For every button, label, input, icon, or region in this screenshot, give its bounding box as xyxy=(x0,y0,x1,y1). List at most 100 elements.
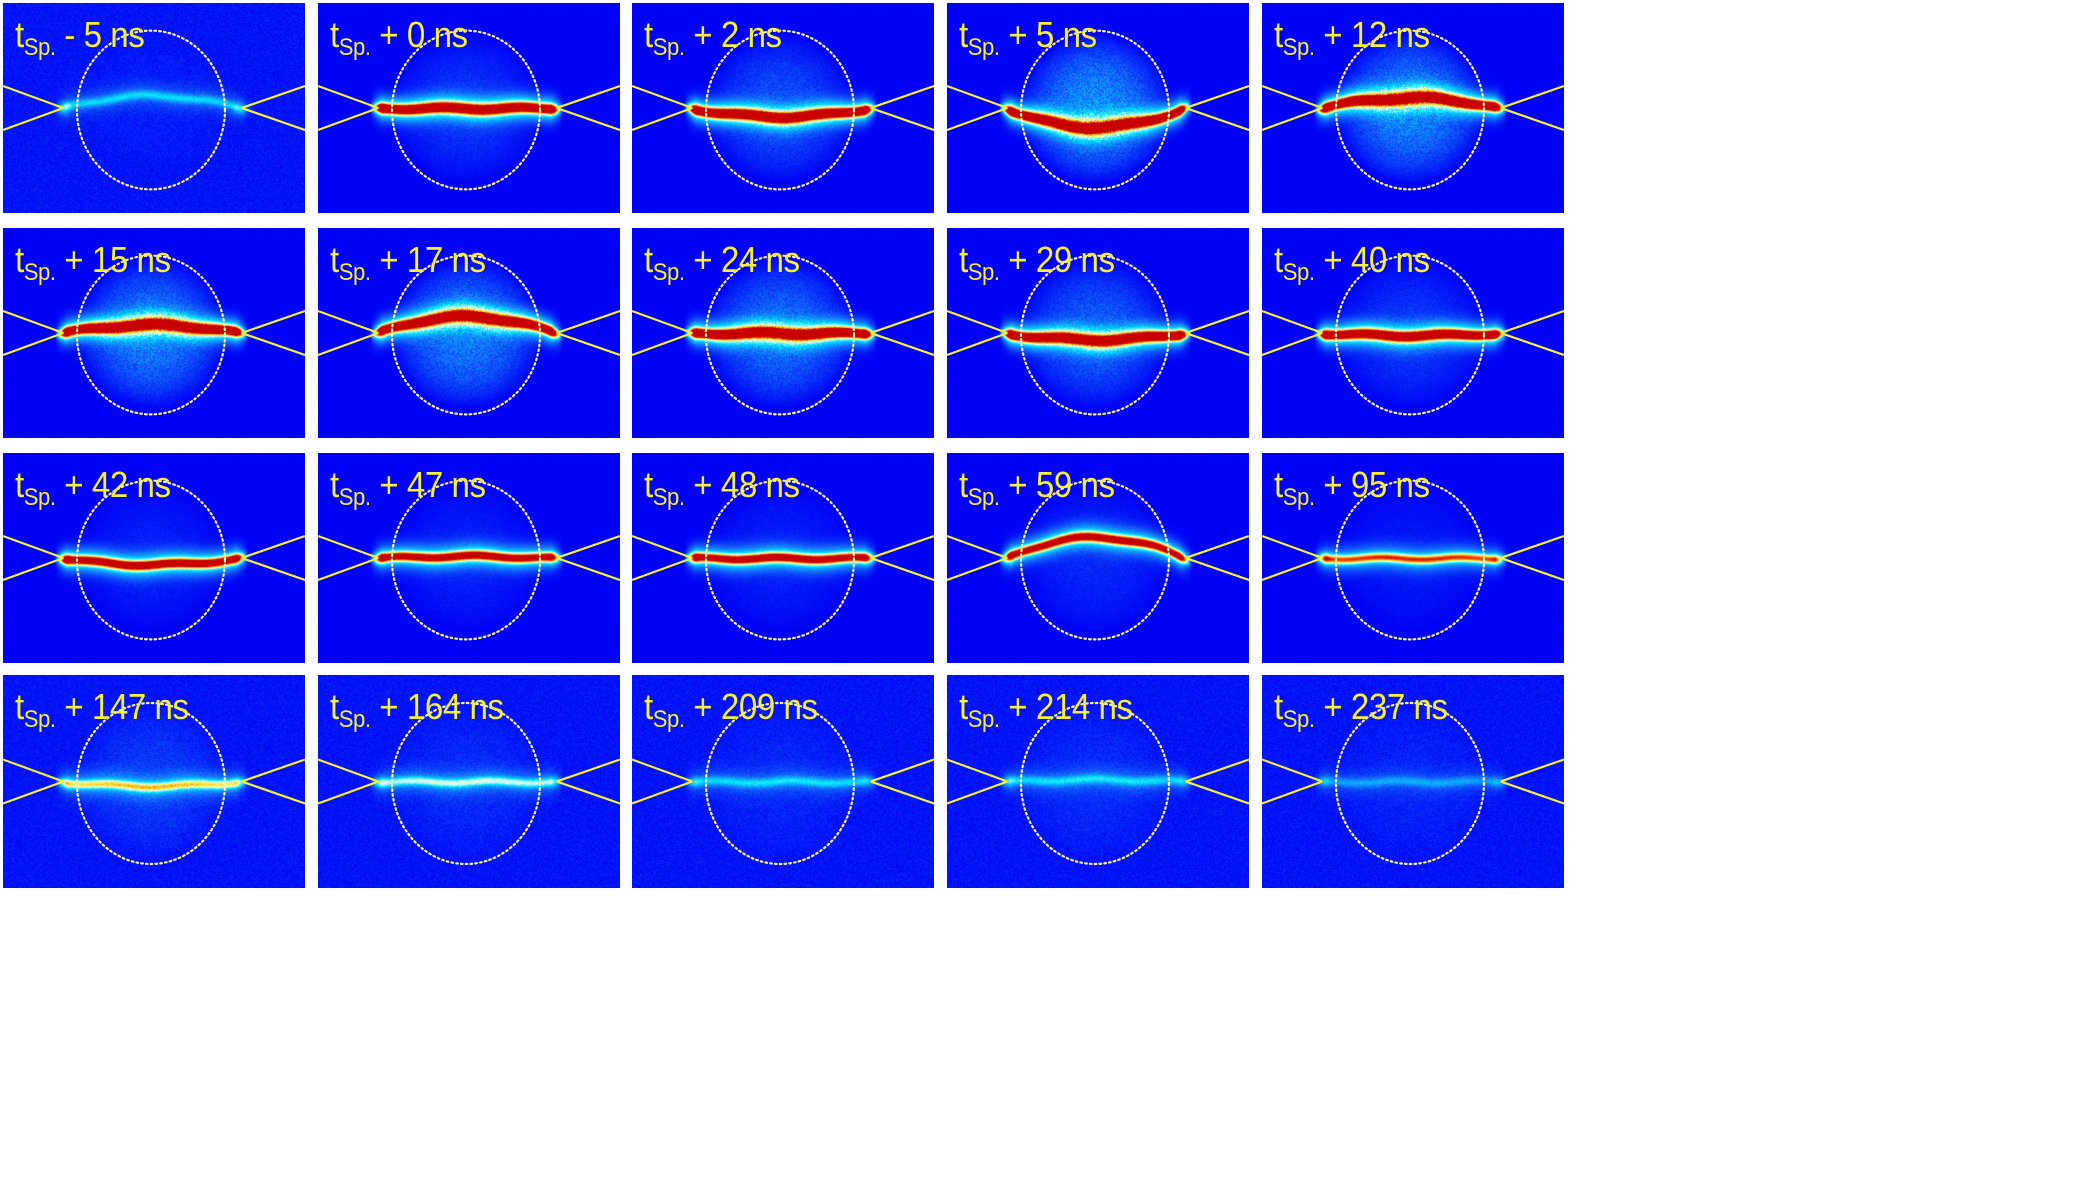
streak-intensity-image xyxy=(318,453,620,663)
electrode-line xyxy=(1185,106,1249,132)
time-offset: + 15 ns xyxy=(64,239,171,280)
electrode-overlay xyxy=(632,254,934,416)
time-subscript: Sp. xyxy=(967,484,1000,511)
dotted-circle-outline xyxy=(390,701,542,866)
time-symbol: t xyxy=(15,464,24,505)
time-offset: + 40 ns xyxy=(1323,239,1430,280)
streak-panel: tSp. + 24 ns xyxy=(632,228,934,438)
streak-intensity-image xyxy=(632,3,934,213)
electrode-line xyxy=(1185,331,1249,357)
streak-intensity-image xyxy=(947,453,1249,663)
electrode-line xyxy=(241,331,305,357)
electrode-line xyxy=(870,331,934,357)
time-subscript: Sp. xyxy=(1282,484,1315,511)
streak-intensity-image xyxy=(632,675,934,888)
streak-intensity-image xyxy=(3,453,305,663)
electrode-overlay xyxy=(1262,254,1564,416)
time-subscript: Sp. xyxy=(338,706,371,733)
electrode-line xyxy=(632,556,693,582)
electrode-line xyxy=(947,758,1008,783)
electrode-line xyxy=(3,780,64,805)
time-label: tSp. + 40 ns xyxy=(1274,239,1430,285)
time-offset: + 214 ns xyxy=(1008,686,1133,727)
electrode-line xyxy=(318,758,379,783)
time-symbol: t xyxy=(330,239,339,280)
electrode-line xyxy=(632,534,693,560)
electrode-line xyxy=(1262,780,1323,805)
electrode-line xyxy=(1262,758,1323,783)
streak-intensity-image xyxy=(1262,675,1564,888)
electrode-line xyxy=(632,309,693,335)
streak-panel: tSp. + 17 ns xyxy=(318,228,620,438)
electrode-overlay xyxy=(632,479,934,641)
streak-panel: tSp. + 164 ns xyxy=(318,675,620,888)
streak-intensity-image xyxy=(318,228,620,438)
time-symbol: t xyxy=(1274,239,1283,280)
electrode-overlay xyxy=(632,701,934,866)
electrode-line xyxy=(556,534,620,560)
time-subscript: Sp. xyxy=(652,34,685,61)
dotted-circle-outline xyxy=(1019,479,1171,641)
time-label: tSp. + 214 ns xyxy=(959,686,1133,732)
time-offset: + 2 ns xyxy=(693,14,782,55)
streak-intensity-image xyxy=(3,3,305,213)
electrode-overlay xyxy=(947,254,1249,416)
electrode-overlay xyxy=(3,29,305,191)
streak-intensity-image xyxy=(947,3,1249,213)
electrode-line xyxy=(632,106,693,132)
electrode-line xyxy=(556,84,620,110)
time-offset: + 17 ns xyxy=(379,239,486,280)
electrode-line xyxy=(1185,780,1249,805)
electrode-line xyxy=(1185,556,1249,582)
streak-intensity-image xyxy=(1262,3,1564,213)
dotted-circle-outline xyxy=(75,29,227,191)
streak-panel: tSp. + 147 ns xyxy=(3,675,305,888)
electrode-line xyxy=(870,106,934,132)
time-label: tSp. + 2 ns xyxy=(644,14,782,60)
electrode-line xyxy=(318,780,379,805)
time-offset: + 42 ns xyxy=(64,464,171,505)
electrode-overlay xyxy=(947,479,1249,641)
time-subscript: Sp. xyxy=(23,706,56,733)
electrode-line xyxy=(1185,84,1249,110)
time-offset: + 12 ns xyxy=(1323,14,1430,55)
electrode-line xyxy=(318,84,379,110)
time-symbol: t xyxy=(959,14,968,55)
electrode-line xyxy=(632,331,693,357)
time-offset: + 0 ns xyxy=(379,14,468,55)
streak-intensity-image xyxy=(3,228,305,438)
streak-intensity-image xyxy=(632,453,934,663)
time-subscript: Sp. xyxy=(23,34,56,61)
electrode-line xyxy=(3,534,64,560)
electrode-line xyxy=(1500,309,1564,335)
time-subscript: Sp. xyxy=(23,484,56,511)
time-offset: + 209 ns xyxy=(693,686,818,727)
time-subscript: Sp. xyxy=(652,706,685,733)
dotted-circle-outline xyxy=(1334,254,1486,416)
electrode-overlay xyxy=(947,29,1249,191)
electrode-line xyxy=(870,780,934,805)
time-label: tSp. + 5 ns xyxy=(959,14,1097,60)
electrode-overlay xyxy=(632,29,934,191)
electrode-line xyxy=(318,331,379,357)
time-symbol: t xyxy=(15,239,24,280)
time-subscript: Sp. xyxy=(652,484,685,511)
dotted-circle-outline xyxy=(75,479,227,641)
streak-intensity-image xyxy=(947,228,1249,438)
electrode-overlay xyxy=(1262,701,1564,866)
electrode-overlay xyxy=(1262,479,1564,641)
time-symbol: t xyxy=(330,686,339,727)
time-subscript: Sp. xyxy=(1282,706,1315,733)
time-subscript: Sp. xyxy=(23,259,56,286)
time-label: tSp. + 12 ns xyxy=(1274,14,1430,60)
time-symbol: t xyxy=(644,464,653,505)
electrode-line xyxy=(241,106,305,132)
streak-panel: tSp. + 12 ns xyxy=(1262,3,1564,213)
time-offset: + 48 ns xyxy=(693,464,800,505)
time-offset: + 95 ns xyxy=(1323,464,1430,505)
electrode-line xyxy=(1262,534,1323,560)
electrode-line xyxy=(1500,84,1564,110)
streak-panel: tSp. + 5 ns xyxy=(947,3,1249,213)
time-symbol: t xyxy=(330,464,339,505)
dotted-circle-outline xyxy=(704,479,856,641)
